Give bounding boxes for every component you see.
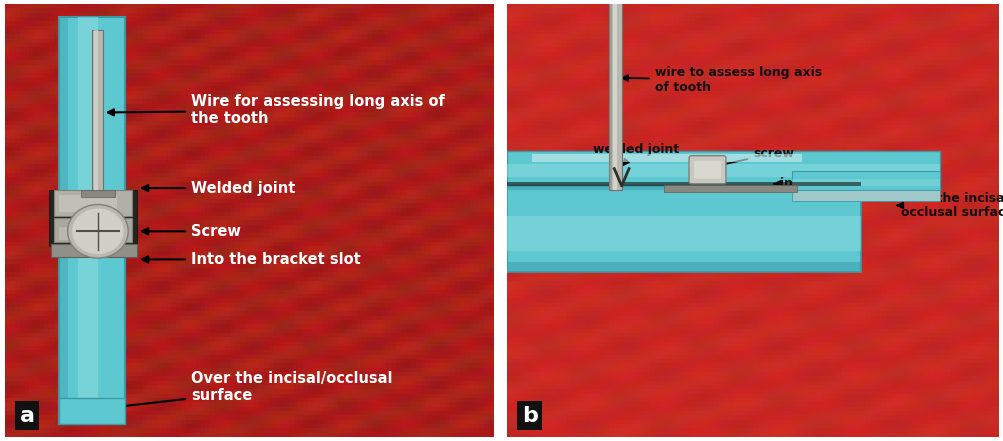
- Bar: [54, 218, 132, 242]
- Bar: [80, 190, 115, 197]
- Bar: [507, 262, 861, 273]
- Bar: [59, 17, 67, 424]
- Text: Screw: Screw: [142, 224, 241, 239]
- Bar: [609, 0, 621, 190]
- Bar: [92, 30, 102, 194]
- Text: a: a: [20, 406, 35, 426]
- Bar: [507, 216, 861, 251]
- FancyBboxPatch shape: [688, 156, 725, 184]
- Bar: [78, 17, 98, 424]
- Bar: [51, 244, 136, 257]
- Bar: [507, 151, 939, 190]
- Circle shape: [67, 205, 128, 258]
- Bar: [59, 398, 124, 424]
- Text: over the incisal/
occlusal surface: over the incisal/ occlusal surface: [897, 191, 1003, 219]
- Bar: [532, 153, 801, 162]
- Bar: [612, 0, 616, 190]
- FancyBboxPatch shape: [693, 161, 720, 179]
- Bar: [59, 194, 117, 212]
- Bar: [94, 30, 98, 194]
- Bar: [507, 182, 861, 186]
- Bar: [791, 190, 939, 201]
- Text: wire to assess long axis
of tooth: wire to assess long axis of tooth: [622, 66, 820, 94]
- Text: welded joint: welded joint: [593, 143, 679, 165]
- Bar: [507, 184, 939, 190]
- Bar: [609, 0, 612, 190]
- Bar: [791, 179, 939, 186]
- Bar: [54, 190, 132, 216]
- Bar: [664, 185, 796, 192]
- Polygon shape: [59, 17, 124, 424]
- Bar: [49, 190, 136, 247]
- Bar: [791, 171, 939, 190]
- Text: Wire for assessing long axis of
the tooth: Wire for assessing long axis of the toot…: [107, 94, 444, 127]
- Text: b: b: [522, 406, 538, 426]
- Text: Over the incisal/occlusal
surface: Over the incisal/occlusal surface: [107, 371, 392, 410]
- Bar: [507, 186, 861, 273]
- Text: Into the bracket slot: Into the bracket slot: [142, 252, 360, 267]
- Circle shape: [72, 209, 123, 254]
- Bar: [59, 227, 117, 240]
- Text: into the bracket slot: into the bracket slot: [773, 177, 922, 190]
- Text: screw: screw: [717, 147, 793, 167]
- Text: Welded joint: Welded joint: [142, 180, 295, 196]
- Bar: [507, 164, 939, 177]
